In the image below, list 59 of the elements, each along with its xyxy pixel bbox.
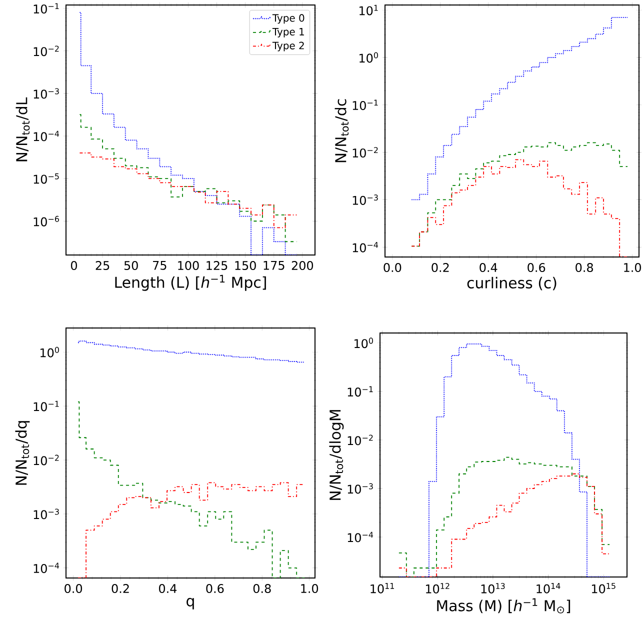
x-tick-label: 10$^{11}$ bbox=[370, 583, 394, 594]
x-axis-title: Mass (M) [h$^{−1}$ M$_{⊙}$] bbox=[437, 598, 570, 614]
y-axis-title: N/N$_{tot}$/dq bbox=[15, 421, 30, 485]
y-tick-label: 10$^{−2}$ bbox=[352, 147, 378, 158]
y-tick-label: 10$^{−5}$ bbox=[34, 173, 59, 184]
y-tick-label: 10$^{−1}$ bbox=[34, 3, 59, 14]
x-tick-label: 10$^{13}$ bbox=[481, 583, 505, 594]
y-tick-label: 10$^{−6}$ bbox=[34, 216, 59, 226]
x-tick-label: 0.0 bbox=[384, 263, 402, 272]
x-tick-label: 150 bbox=[235, 261, 256, 270]
x-tick-label: 200 bbox=[292, 261, 314, 270]
y-tick-label: 10$^{−2}$ bbox=[34, 46, 59, 56]
x-tick-label: 10$^{14}$ bbox=[536, 583, 560, 594]
y-tick-label: 10$^{1}$ bbox=[360, 4, 378, 16]
x-tick-label: 10$^{12}$ bbox=[426, 583, 450, 594]
y-tick-label: 10$^{0}$ bbox=[40, 346, 59, 358]
x-tick-label: 0.4 bbox=[480, 263, 498, 272]
x-tick-label: 0.4 bbox=[159, 584, 177, 594]
y-axis-title: N/N$_{tot}$/dlogM bbox=[329, 410, 344, 500]
x-tick-label: 0.2 bbox=[112, 584, 129, 594]
x-tick-label: 25 bbox=[96, 261, 110, 270]
x-axis-title: Length (L) [h$^{−1}$ Mpc] bbox=[115, 274, 266, 291]
x-tick-label: 1.0 bbox=[301, 584, 318, 594]
y-tick-label: 10$^{−3}$ bbox=[348, 483, 373, 494]
legend-label: Type 0 bbox=[272, 14, 304, 24]
x-tick-label: 0.8 bbox=[253, 584, 271, 594]
x-tick-label: 0.2 bbox=[432, 263, 449, 272]
x-tick-label: 0.0 bbox=[64, 584, 82, 594]
y-tick-label: 10$^{−4}$ bbox=[34, 130, 60, 142]
y-tick-label: 10$^{−4}$ bbox=[34, 562, 60, 574]
x-tick-label: 125 bbox=[206, 261, 228, 270]
y-tick-label: 10$^{0}$ bbox=[354, 338, 373, 348]
y-tick-label: 10$^{−4}$ bbox=[348, 532, 374, 542]
x-tick-label: 175 bbox=[264, 261, 284, 270]
x-tick-label: 10$^{15}$ bbox=[592, 583, 616, 594]
y-tick-label: 10$^{−2}$ bbox=[34, 454, 59, 466]
x-tick-label: 50 bbox=[124, 261, 138, 270]
x-axis-title: q bbox=[186, 598, 194, 610]
y-tick-label: 10$^{−3}$ bbox=[352, 194, 378, 205]
y-tick-label: 10$^{−1}$ bbox=[352, 100, 378, 110]
x-tick-label: 0 bbox=[70, 261, 78, 270]
x-tick-label: 75 bbox=[153, 261, 166, 270]
x-tick-label: 0.6 bbox=[528, 263, 546, 272]
y-tick-label: 10$^{−4}$ bbox=[352, 242, 378, 252]
y-tick-label: 10$^{−1}$ bbox=[348, 386, 373, 397]
legend-label: Type 2 bbox=[272, 42, 304, 52]
y-tick-label: 10$^{−2}$ bbox=[348, 434, 373, 446]
y-tick-label: 10$^{−1}$ bbox=[34, 400, 59, 412]
y-tick-label: 10$^{−3}$ bbox=[34, 508, 59, 520]
x-tick-label: 0.8 bbox=[576, 263, 593, 272]
y-tick-label: 10$^{0}$ bbox=[360, 52, 378, 63]
x-tick-label: 100 bbox=[178, 261, 199, 270]
y-axis-title: N/N$_{tot}$/dc bbox=[334, 99, 349, 162]
x-tick-label: 0.6 bbox=[206, 584, 224, 594]
x-axis-title: curliness (c) bbox=[467, 276, 556, 290]
x-tick-label: 1.0 bbox=[624, 263, 642, 272]
legend-label: Type 1 bbox=[272, 28, 304, 38]
y-tick-label: 10$^{−3}$ bbox=[34, 88, 59, 99]
y-axis-title: N/N$_{tot}$/dL bbox=[16, 97, 30, 162]
